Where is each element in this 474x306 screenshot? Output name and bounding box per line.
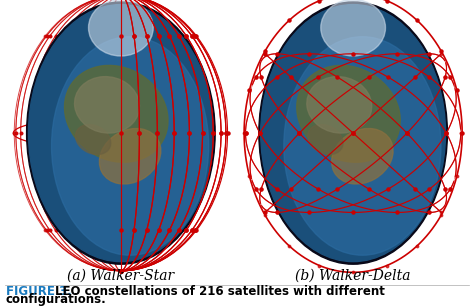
Ellipse shape <box>100 129 161 184</box>
Ellipse shape <box>297 65 400 162</box>
Ellipse shape <box>307 76 372 133</box>
Text: FIGURE 3.: FIGURE 3. <box>6 285 72 298</box>
Ellipse shape <box>308 125 343 155</box>
Ellipse shape <box>321 0 385 56</box>
Ellipse shape <box>332 129 393 184</box>
Ellipse shape <box>284 37 441 255</box>
Text: (a) Walker-Star: (a) Walker-Star <box>67 268 174 282</box>
Ellipse shape <box>89 0 153 56</box>
Ellipse shape <box>64 65 168 162</box>
Text: (b) Walker-Delta: (b) Walker-Delta <box>295 268 411 282</box>
Text: configurations.: configurations. <box>6 293 107 306</box>
Ellipse shape <box>75 125 111 155</box>
Ellipse shape <box>27 2 215 264</box>
Ellipse shape <box>28 5 213 262</box>
Ellipse shape <box>74 76 139 133</box>
Ellipse shape <box>261 5 446 262</box>
Ellipse shape <box>259 2 447 264</box>
Text: LEO constellations of 216 satellites with different: LEO constellations of 216 satellites wit… <box>55 285 384 298</box>
Ellipse shape <box>52 37 209 255</box>
